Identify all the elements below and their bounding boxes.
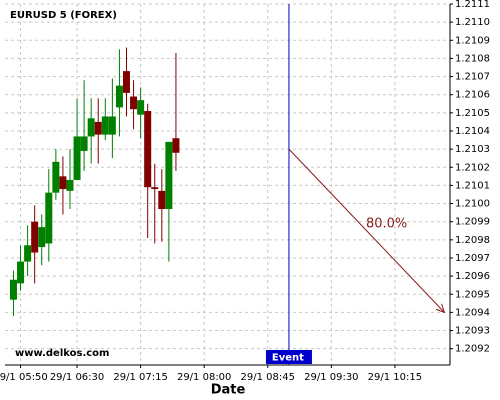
y-tick-label: 1.2098 [455,235,490,246]
candle-body [31,221,39,253]
y-tick-label: 1.2107 [455,72,490,83]
candle-body [130,96,138,110]
y-tick-label: 1.2111 [455,0,490,10]
candle-body [24,245,32,262]
y-tick-label: 1.2106 [455,90,490,101]
y-tick-label: 1.2093 [455,326,490,337]
x-tick-label: 29/1 05:50 [0,372,48,383]
candle-body [94,121,102,135]
y-tick-label: 1.2100 [455,199,490,210]
y-tick-label: 1.2110 [455,17,490,28]
candle-body [80,136,88,151]
chart-title: EURUSD 5 (FOREX) [10,10,117,21]
candle-body [165,141,173,209]
candle-body [87,118,95,137]
y-tick-label: 1.2108 [455,53,490,64]
candle-body [38,227,46,248]
y-tick-label: 1.2095 [455,289,490,300]
x-tick-label: 29/1 09:30 [304,372,358,383]
x-tick-label: 29/1 07:15 [113,372,167,383]
candle-body [108,116,116,135]
event-box [265,350,312,364]
y-tick-label: 1.2099 [455,217,490,228]
candle-body [115,85,123,108]
event-label: Event [272,353,304,364]
candle-body [158,190,166,209]
y-tick-label: 1.2109 [455,35,490,46]
y-tick-label: 1.2105 [455,108,490,119]
candle-body [66,179,74,191]
y-tick-label: 1.2094 [455,307,490,318]
x-tick-label: 29/1 10:15 [368,372,422,383]
forecast-arrow [288,148,445,313]
candle-body [73,136,81,180]
y-tick-label: 1.2102 [455,162,490,173]
candle-body [45,192,53,244]
plot-area [5,4,450,365]
y-tick-label: 1.2097 [455,253,490,264]
candle-body [17,261,25,284]
arrow-head [435,303,446,314]
x-axis-title: Date [211,383,246,398]
candle-body [144,111,152,188]
x-tick-label: 29/1 06:30 [50,372,104,383]
candle-body [151,187,159,190]
x-tick-label: 29/1 08:00 [177,372,231,383]
candle-body [9,279,17,300]
y-tick-label: 1.2096 [455,271,490,282]
candle-body [137,100,145,115]
watermark: www.delkos.com [15,348,109,359]
x-tick-label: 29/1 08:45 [241,372,295,383]
candle-body [122,71,130,93]
candle-body [52,161,60,193]
y-tick-label: 1.2103 [455,144,490,155]
candle-body [172,138,180,153]
y-tick-label: 1.2092 [455,344,490,355]
candle-body [101,116,109,135]
y-tick-label: 1.2104 [455,126,490,137]
forecast-label: 80.0% [366,216,407,231]
candle-body [59,176,67,190]
y-tick-label: 1.2101 [455,180,490,191]
